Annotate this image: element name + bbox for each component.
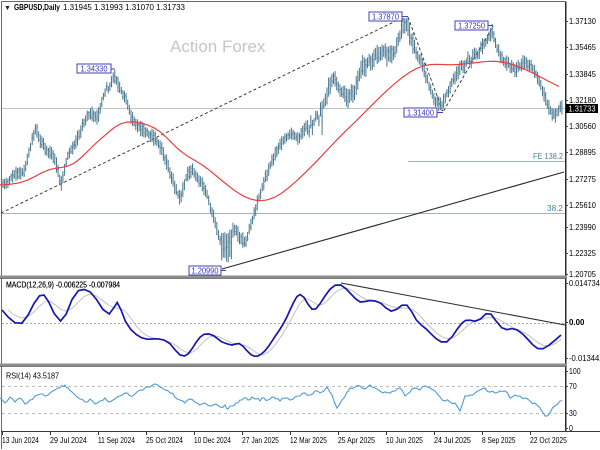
svg-text:1.37130: 1.37130 <box>569 16 596 26</box>
svg-text:1.30560: 1.30560 <box>569 121 596 131</box>
svg-text:29 Jul 2024: 29 Jul 2024 <box>50 435 87 445</box>
svg-text:13 Jun 2024: 13 Jun 2024 <box>2 435 39 445</box>
svg-text:1.31945 1.31993 1.31070 1.3173: 1.31945 1.31993 1.31070 1.31733 <box>63 2 185 12</box>
svg-text:1.35465: 1.35465 <box>569 42 596 52</box>
svg-text:1.23990: 1.23990 <box>569 222 596 232</box>
svg-text:10 Dec 2024: 10 Dec 2024 <box>194 435 231 445</box>
svg-text:25 Oct 2024: 25 Oct 2024 <box>146 435 183 445</box>
svg-text:1.20990: 1.20990 <box>192 266 219 276</box>
svg-text:0.014734: 0.014734 <box>569 278 600 288</box>
svg-text:FE 138.2: FE 138.2 <box>533 151 563 161</box>
svg-text:27 Jan 2025: 27 Jan 2025 <box>242 435 279 445</box>
svg-text:30: 30 <box>569 408 577 418</box>
svg-text:1.20705: 1.20705 <box>569 269 596 279</box>
svg-text:1.32180: 1.32180 <box>569 95 596 105</box>
svg-text:1.27275: 1.27275 <box>569 174 596 184</box>
svg-text:12 Mar 2025: 12 Mar 2025 <box>290 435 327 445</box>
svg-text:1.31733: 1.31733 <box>569 104 596 114</box>
svg-text:1.37870: 1.37870 <box>372 12 399 22</box>
svg-text:1.34330: 1.34330 <box>81 64 108 74</box>
svg-text:1.33845: 1.33845 <box>569 69 596 79</box>
svg-text:11 Sep 2024: 11 Sep 2024 <box>98 435 135 445</box>
svg-text:MACD(12,26,9) -0.006225 -0.007: MACD(12,26,9) -0.006225 -0.007984 <box>6 280 120 290</box>
svg-text:1.31400: 1.31400 <box>407 108 434 118</box>
svg-text:0: 0 <box>569 423 573 433</box>
svg-text:8 Sep 2025: 8 Sep 2025 <box>482 435 516 445</box>
svg-text:70: 70 <box>569 381 577 391</box>
svg-text:24 Jul 2025: 24 Jul 2025 <box>434 435 471 445</box>
svg-text:38.2: 38.2 <box>547 203 563 213</box>
svg-text:22 Oct 2025: 22 Oct 2025 <box>530 435 567 445</box>
svg-text:1.37250: 1.37250 <box>458 21 485 31</box>
svg-text:RSI(14) 43.5187: RSI(14) 43.5187 <box>6 371 59 381</box>
svg-text:1.25610: 1.25610 <box>569 200 596 210</box>
svg-text:0.00: 0.00 <box>569 317 585 327</box>
svg-text:1.22325: 1.22325 <box>569 248 596 258</box>
svg-text:100: 100 <box>569 366 581 376</box>
svg-text:GBPUSD,Daily: GBPUSD,Daily <box>14 2 60 12</box>
svg-text:10 Jun 2025: 10 Jun 2025 <box>386 435 423 445</box>
svg-text:MACD(12,26,9) -0.006225 -0.007: MACD(12,26,9) -0.006225 -0.007984 <box>6 280 120 290</box>
svg-text:1.28895: 1.28895 <box>569 147 596 157</box>
svg-text:25 Apr 2025: 25 Apr 2025 <box>338 435 375 445</box>
svg-text:Action Forex: Action Forex <box>170 37 266 56</box>
svg-text:-0.013442: -0.013442 <box>569 353 600 363</box>
svg-text:▼: ▼ <box>4 5 11 12</box>
